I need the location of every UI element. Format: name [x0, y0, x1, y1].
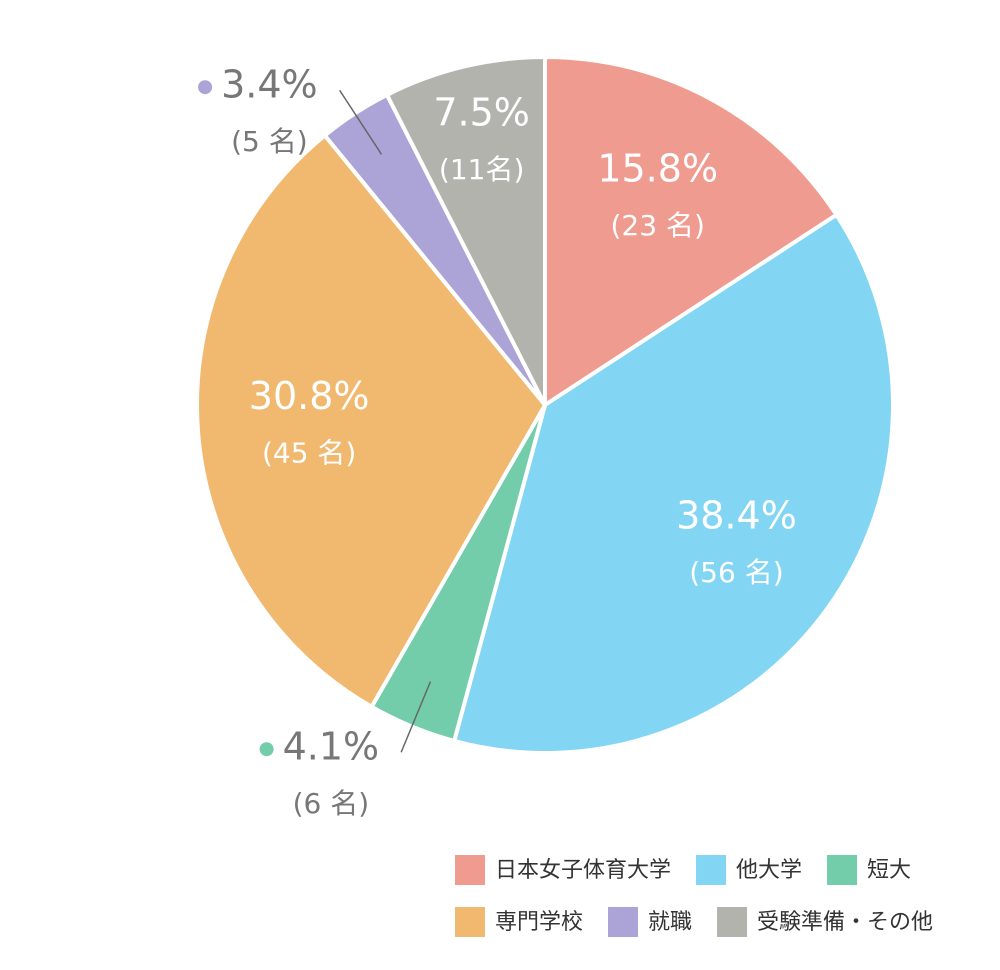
value-label: 3.4% — [221, 63, 318, 107]
legend-label: 日本女子体育大学 — [495, 858, 671, 883]
legend-swatch — [455, 907, 485, 937]
value-label: 4.1% — [283, 725, 380, 769]
legend-label: 短大 — [867, 858, 911, 883]
legend-label: 他大学 — [736, 858, 802, 883]
legend-swatch — [717, 907, 748, 937]
value-label: 15.8% — [597, 146, 718, 190]
pie-slice — [543, 54, 840, 409]
count-label: (5 名) — [231, 125, 308, 158]
legend-label: 受験準備・その他 — [757, 910, 933, 935]
count-label: (11名) — [439, 153, 524, 186]
count-label: (6 名) — [293, 787, 370, 820]
value-label: 38.4% — [676, 494, 797, 538]
leader-line — [339, 89, 383, 155]
count-label: (56 名) — [689, 556, 783, 589]
leader-line — [400, 681, 432, 753]
count-label: (45 名) — [262, 436, 356, 469]
label-dot — [259, 742, 274, 757]
legend-label: 就職 — [648, 910, 692, 935]
legend-swatch — [455, 855, 485, 885]
legend-swatch — [696, 855, 727, 885]
legend-swatch — [827, 855, 858, 885]
value-label: 7.5% — [433, 91, 530, 135]
pie-slice — [451, 212, 895, 755]
label-dot — [198, 80, 213, 95]
legend-swatch — [608, 907, 639, 937]
value-label: 30.8% — [249, 374, 370, 418]
legend-label: 専門学校 — [495, 910, 583, 935]
pie-slice — [195, 132, 548, 710]
pie-slice — [384, 54, 547, 406]
count-label: (23 名) — [611, 209, 705, 242]
